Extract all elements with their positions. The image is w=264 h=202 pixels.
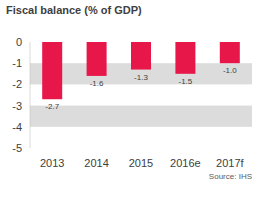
chart-container: Fiscal balance (% of GDP) 0 -1 -2 -3 -4 -5 -2.7… (0, 0, 264, 202)
grid-band (30, 106, 252, 127)
x-tick-label: 2015 (129, 157, 153, 169)
y-tick-label: -3 (12, 100, 22, 112)
y-tick-label: -2 (12, 78, 22, 90)
bar (42, 42, 62, 99)
y-tick-label: -1 (12, 57, 22, 69)
x-tick-label: 2016e (170, 157, 201, 169)
x-tick-label: 2017f (216, 157, 244, 169)
bar (175, 42, 195, 74)
data-label: -2.7 (45, 102, 59, 111)
chart-svg: Fiscal balance (% of GDP) 0 -1 -2 -3 -4 -5 -2.7… (0, 0, 264, 202)
title: Fiscal balance (% of GDP) (6, 4, 142, 16)
bars (42, 42, 240, 99)
bar (220, 42, 240, 63)
data-label: -1.0 (223, 66, 237, 75)
source: Source: IHS (209, 172, 252, 181)
y-tick-label: -5 (12, 142, 22, 154)
y-tick-label: 0 (16, 36, 22, 48)
bar (131, 42, 151, 70)
y-tick-label: -4 (12, 121, 22, 133)
data-label: -1.6 (90, 79, 104, 88)
data-label: -1.3 (134, 73, 148, 82)
y-axis-line (30, 42, 31, 148)
data-label: -1.5 (179, 77, 193, 86)
x-tick-label: 2014 (84, 157, 108, 169)
x-tick-label: 2013 (40, 157, 64, 169)
bar (87, 42, 107, 76)
